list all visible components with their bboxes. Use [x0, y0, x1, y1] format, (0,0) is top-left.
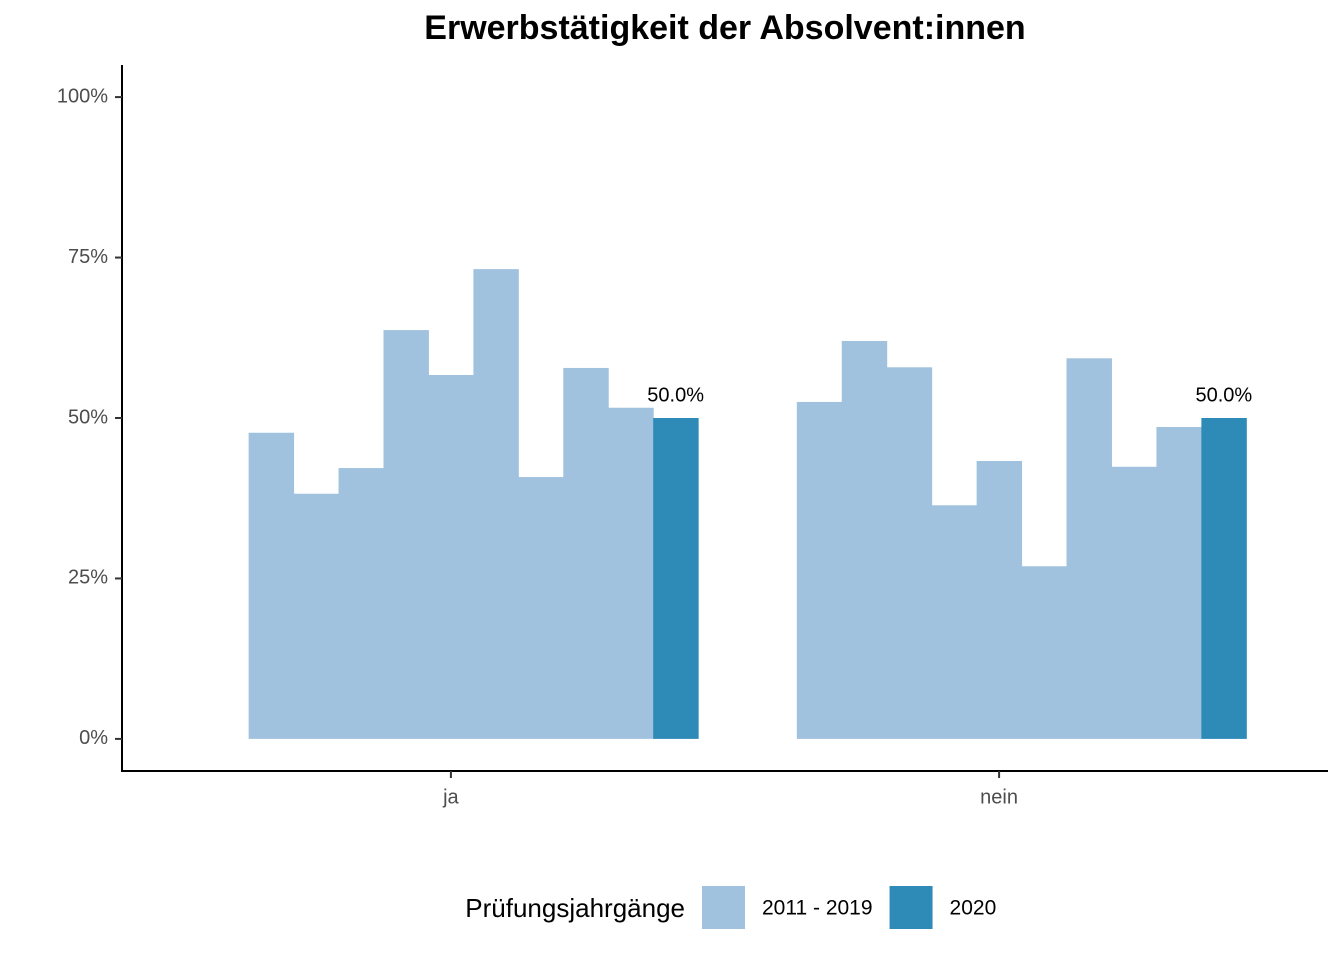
data-label: 50.0%: [1195, 384, 1252, 406]
bar: [796, 401, 843, 739]
legend-title: Prüfungsjahrgänge: [465, 893, 685, 923]
bar: [608, 407, 654, 739]
bar: [383, 330, 429, 739]
bar: [563, 367, 609, 739]
x-tick-label: ja: [442, 786, 459, 808]
bar: [1111, 466, 1157, 739]
bar: [1021, 566, 1068, 739]
x-tick-label: nein: [980, 786, 1018, 808]
bar: [248, 432, 295, 739]
y-tick-label: 0%: [79, 727, 108, 749]
y-tick-label: 50%: [68, 406, 108, 428]
y-tick-label: 25%: [68, 567, 108, 589]
bar: [1066, 358, 1112, 739]
legend-label: 2011 - 2019: [762, 897, 873, 920]
bar: [886, 367, 933, 739]
legend-key: [889, 886, 933, 929]
bar: [1201, 418, 1247, 739]
bar: [428, 374, 474, 739]
bar: [293, 493, 340, 739]
bar: [338, 468, 384, 739]
bar: [1156, 426, 1202, 739]
legend-label: 2020: [950, 897, 997, 920]
bar: [841, 340, 888, 739]
bar: [518, 477, 564, 739]
bar: [931, 505, 978, 739]
legend-key: [702, 886, 745, 929]
y-tick-label: 75%: [68, 246, 108, 268]
chart-title: Erwerbstätigkeit der Absolvent:innen: [424, 9, 1025, 47]
data-label: 50.0%: [647, 384, 704, 406]
bar: [976, 461, 1023, 739]
bar: [473, 269, 519, 739]
y-tick-label: 100%: [57, 85, 108, 107]
bar: [653, 418, 699, 739]
